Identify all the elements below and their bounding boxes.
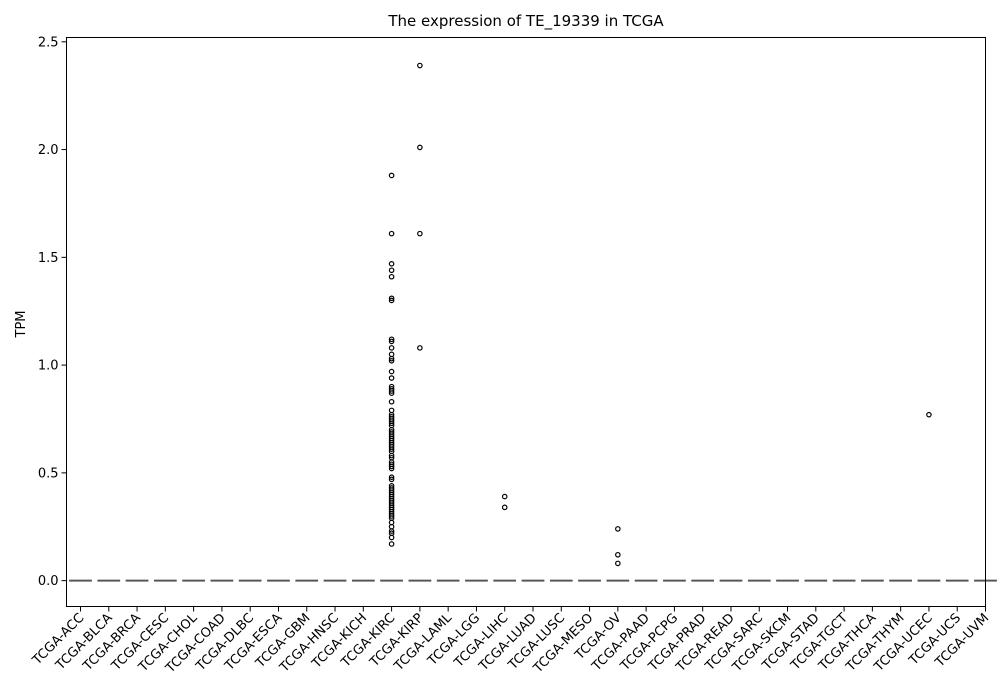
- outlier-point: [417, 62, 423, 69]
- outlier-point: [417, 345, 423, 351]
- outlier-point: [388, 534, 395, 541]
- outlier-point: [388, 390, 395, 396]
- outlier-point: [388, 297, 395, 304]
- outlier-point: [388, 368, 395, 375]
- chart-title: The expression of TE_19339 in TCGA: [387, 12, 664, 31]
- y-tick-label: 0.0: [38, 574, 59, 589]
- outlier-point: [388, 338, 395, 345]
- outlier-point: [388, 465, 395, 472]
- outlier-point: [388, 420, 395, 427]
- outlier-point: [417, 230, 423, 237]
- outlier-point: [388, 476, 395, 483]
- outlier-point: [388, 336, 395, 343]
- y-tick-label: 1.0: [38, 359, 59, 374]
- y-tick-label: 0.5: [38, 466, 59, 481]
- outlier-point: [615, 551, 621, 558]
- outlier-point: [926, 411, 932, 418]
- plot-frame: [66, 37, 986, 607]
- outlier-point: [388, 463, 395, 470]
- outlier-point: [501, 504, 508, 511]
- outlier-point: [388, 474, 395, 480]
- outlier-point: [388, 230, 395, 237]
- outlier-point: [388, 345, 395, 351]
- outlier-point: [388, 375, 395, 381]
- outlier-point: [388, 452, 395, 459]
- outlier-point: [615, 560, 621, 567]
- outlier-point: [388, 398, 395, 405]
- outlier-point: [388, 388, 395, 394]
- outlier-point: [388, 267, 395, 274]
- y-tick-label: 2.5: [38, 35, 59, 50]
- y-axis-label: TPM: [14, 311, 29, 339]
- y-tick-label: 2.0: [38, 143, 59, 158]
- outlier-point: [615, 526, 621, 532]
- outlier-point: [388, 357, 395, 364]
- outlier-point: [417, 144, 423, 151]
- outlier-point: [388, 273, 395, 280]
- outlier-point: [388, 541, 395, 547]
- outlier-point: [501, 493, 508, 500]
- outlier-point: [388, 528, 395, 534]
- outlier-point: [388, 261, 395, 267]
- outlier-point: [388, 513, 395, 519]
- outlier-point: [388, 295, 395, 302]
- outlier-point: [388, 172, 395, 179]
- outlier-point: [388, 355, 395, 362]
- marks-layer: [69, 62, 997, 582]
- y-tick-label: 1.5: [38, 251, 59, 266]
- outlier-point: [388, 446, 395, 452]
